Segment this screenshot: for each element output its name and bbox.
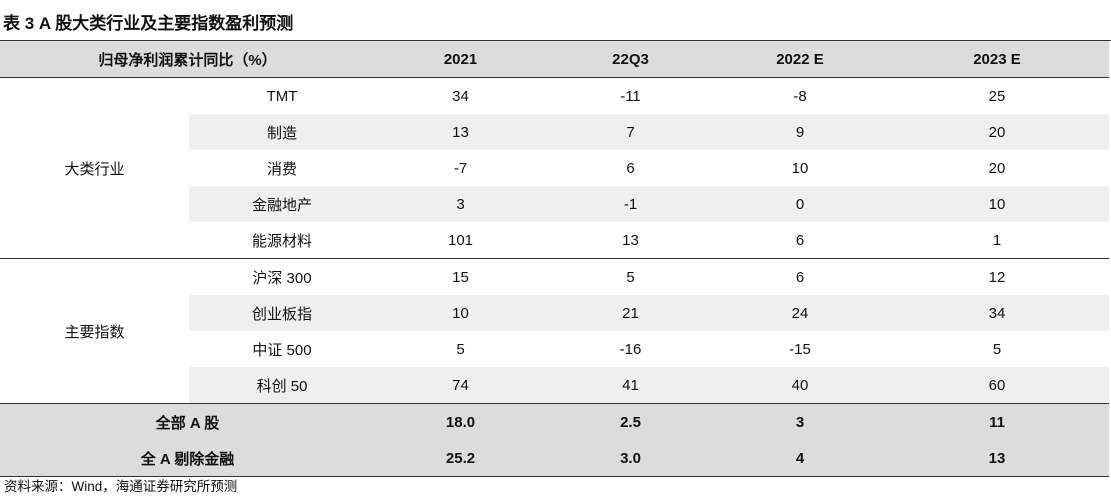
cell-value: 10 <box>375 295 546 331</box>
earnings-forecast-table: 归母净利润累计同比（%） 2021 22Q3 2022 E 2023 E 大类行… <box>0 41 1109 477</box>
header-year-2022e: 2022 E <box>715 41 885 78</box>
cell-value: 40 <box>715 367 885 404</box>
table-row: 能源材料 101 13 6 1 <box>0 222 1109 259</box>
cell-value: 25 <box>988 87 1006 105</box>
table-row: 金融地产 3 -1 0 10 <box>0 186 1109 222</box>
total-value: 2.5 <box>546 403 715 440</box>
cell-value: 0 <box>715 186 885 222</box>
row-label: 科创 50 <box>189 367 375 404</box>
table-row: 主要指数 沪深 300 15 5 6 12 <box>0 258 1109 404</box>
cell-value: 10 <box>885 186 1109 222</box>
cell-value: 9 <box>715 114 885 150</box>
cell-value: -15 <box>789 340 811 358</box>
cell-value: 24 <box>715 295 885 331</box>
cell-value: 7 <box>546 114 715 150</box>
cell-value: 20 <box>885 114 1109 150</box>
total-label: 全部 A 股 <box>0 403 375 440</box>
header-row: 归母净利润累计同比（%） 2021 22Q3 2022 E 2023 E <box>0 41 1109 78</box>
cell-value: 10 <box>791 159 809 177</box>
cell-value: -16 <box>619 340 642 358</box>
table-row: 消费 -7 6 10 20 <box>0 150 1109 186</box>
row-label: 金融地产 <box>189 186 375 222</box>
cell-value: 41 <box>546 367 715 404</box>
cell-value: 101 <box>375 222 546 259</box>
cell-value: 6 <box>626 159 635 177</box>
table-row: 制造 13 7 9 20 <box>0 114 1109 150</box>
row-label: 能源材料 <box>189 222 375 259</box>
cell-value: 13 <box>546 222 715 259</box>
header-year-2021: 2021 <box>375 41 546 78</box>
total-value: 3.0 <box>546 440 715 477</box>
cell-value: 60 <box>885 367 1109 404</box>
cell-value: 12 <box>988 268 1006 286</box>
title-row: 表 3 A 股大类行业及主要指数盈利预测 <box>0 0 1111 41</box>
group-label-indices: 主要指数 <box>0 258 189 404</box>
cell-value: -7 <box>453 159 468 177</box>
cell-value: 74 <box>375 367 546 404</box>
row-label: 沪深 300 <box>252 269 312 287</box>
header-metric-label: 归母净利润累计同比（%） <box>0 41 375 78</box>
row-label: 创业板指 <box>189 295 375 331</box>
total-row-ex-financials: 全 A 剔除金融 25.2 3.0 4 13 <box>0 440 1109 477</box>
total-value: 11 <box>885 403 1109 440</box>
cell-value: 5 <box>992 340 1002 358</box>
cell-value: 15 <box>452 268 469 286</box>
total-value: 13 <box>885 440 1109 477</box>
table-row: 创业板指 10 21 24 34 <box>0 295 1109 331</box>
table-title: 表 3 A 股大类行业及主要指数盈利预测 <box>3 14 294 33</box>
cell-value: 5 <box>456 340 465 358</box>
header-year-2023e: 2023 E <box>885 41 1109 78</box>
table-row: 大类行业 TMT 34 -11 -8 25 <box>0 77 1109 259</box>
cell-value: 3 <box>375 186 546 222</box>
total-label: 全 A 剔除金融 <box>0 440 375 477</box>
total-value: 25.2 <box>375 440 546 477</box>
cell-value: 21 <box>546 295 715 331</box>
cell-value: -8 <box>793 87 807 105</box>
cell-value: -11 <box>620 87 641 105</box>
cell-value: 6 <box>715 222 885 259</box>
cell-value: 6 <box>795 268 805 286</box>
cell-value: -1 <box>546 186 715 222</box>
row-label: TMT <box>266 87 298 105</box>
row-label: 中证 500 <box>252 341 312 359</box>
cell-value: 34 <box>452 87 469 105</box>
total-value: 18.0 <box>375 403 546 440</box>
cell-value: 5 <box>626 268 635 286</box>
source-note: 资料来源：Wind，海通证券研究所预测 <box>4 479 238 494</box>
table-row: 中证 500 5 -16 -15 5 <box>0 331 1109 367</box>
cell-value: 34 <box>885 295 1109 331</box>
cell-value: 13 <box>375 114 546 150</box>
total-value: 4 <box>715 440 885 477</box>
row-label: 消费 <box>266 160 297 178</box>
total-value: 3 <box>715 403 885 440</box>
total-row-all-a-shares: 全部 A 股 18.0 2.5 3 11 <box>0 403 1109 440</box>
cell-value: 1 <box>885 222 1109 259</box>
row-label: 制造 <box>189 114 375 150</box>
group-label-sectors: 大类行业 <box>0 77 189 259</box>
header-year-22q3: 22Q3 <box>546 41 715 78</box>
cell-value: 20 <box>988 159 1006 177</box>
table-row: 科创 50 74 41 40 60 <box>0 367 1109 404</box>
